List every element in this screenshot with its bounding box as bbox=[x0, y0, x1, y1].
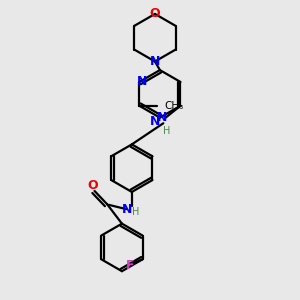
Text: H: H bbox=[163, 126, 170, 136]
Text: N: N bbox=[150, 55, 160, 68]
Text: N: N bbox=[136, 76, 147, 88]
Text: N: N bbox=[150, 115, 160, 128]
Text: H: H bbox=[132, 207, 140, 217]
Text: N: N bbox=[122, 202, 132, 216]
Text: O: O bbox=[88, 179, 98, 192]
Text: CH₃: CH₃ bbox=[165, 101, 184, 111]
Text: O: O bbox=[150, 8, 160, 20]
Text: N: N bbox=[157, 111, 167, 124]
Text: F: F bbox=[126, 259, 134, 272]
